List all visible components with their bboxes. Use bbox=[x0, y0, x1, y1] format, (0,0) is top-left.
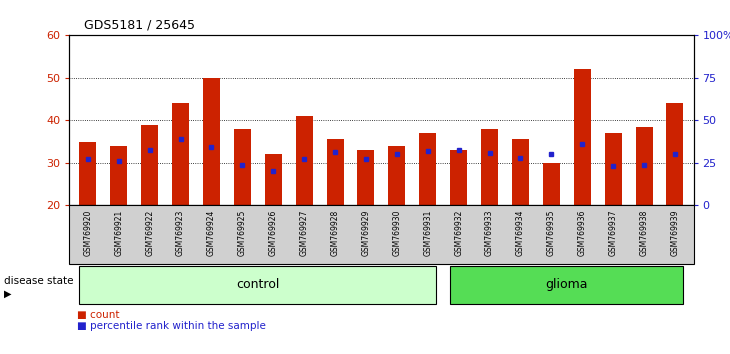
Bar bbox=[512, 139, 529, 205]
Bar bbox=[358, 150, 374, 205]
Text: GSM769938: GSM769938 bbox=[639, 210, 648, 256]
Bar bbox=[419, 133, 437, 205]
Text: GDS5181 / 25645: GDS5181 / 25645 bbox=[84, 19, 195, 32]
Text: GSM769924: GSM769924 bbox=[207, 210, 216, 256]
Text: GSM769932: GSM769932 bbox=[454, 210, 463, 256]
Text: GSM769935: GSM769935 bbox=[547, 210, 556, 257]
Text: GSM769920: GSM769920 bbox=[83, 210, 93, 256]
Bar bbox=[141, 125, 158, 205]
Bar bbox=[203, 78, 220, 205]
Text: GSM769921: GSM769921 bbox=[115, 210, 123, 256]
Text: GSM769922: GSM769922 bbox=[145, 210, 154, 256]
Text: GSM769936: GSM769936 bbox=[577, 210, 587, 257]
Bar bbox=[265, 154, 282, 205]
Bar bbox=[80, 142, 96, 205]
Text: ■ count: ■ count bbox=[77, 310, 119, 320]
Bar bbox=[110, 146, 127, 205]
Text: GSM769931: GSM769931 bbox=[423, 210, 432, 256]
Bar bbox=[172, 103, 189, 205]
Bar bbox=[450, 150, 467, 205]
Bar bbox=[666, 103, 683, 205]
Text: GSM769934: GSM769934 bbox=[516, 210, 525, 257]
Text: control: control bbox=[236, 279, 280, 291]
Bar bbox=[543, 163, 560, 205]
Text: GSM769923: GSM769923 bbox=[176, 210, 185, 256]
Text: GSM769937: GSM769937 bbox=[609, 210, 618, 257]
Bar bbox=[604, 133, 622, 205]
Bar bbox=[636, 127, 653, 205]
Bar bbox=[234, 129, 251, 205]
Text: GSM769939: GSM769939 bbox=[670, 210, 680, 257]
Text: GSM769928: GSM769928 bbox=[331, 210, 339, 256]
Bar bbox=[326, 139, 344, 205]
Text: GSM769929: GSM769929 bbox=[361, 210, 371, 256]
Text: ▶: ▶ bbox=[4, 289, 11, 299]
Bar bbox=[388, 146, 405, 205]
Text: disease state: disease state bbox=[4, 276, 73, 286]
Bar bbox=[574, 69, 591, 205]
Bar bbox=[481, 129, 498, 205]
Text: GSM769930: GSM769930 bbox=[392, 210, 402, 257]
Bar bbox=[296, 116, 312, 205]
Text: GSM769927: GSM769927 bbox=[300, 210, 309, 256]
Text: GSM769925: GSM769925 bbox=[238, 210, 247, 256]
Text: GSM769926: GSM769926 bbox=[269, 210, 278, 256]
Text: ■ percentile rank within the sample: ■ percentile rank within the sample bbox=[77, 321, 266, 331]
Text: glioma: glioma bbox=[545, 279, 588, 291]
Text: GSM769933: GSM769933 bbox=[485, 210, 494, 257]
